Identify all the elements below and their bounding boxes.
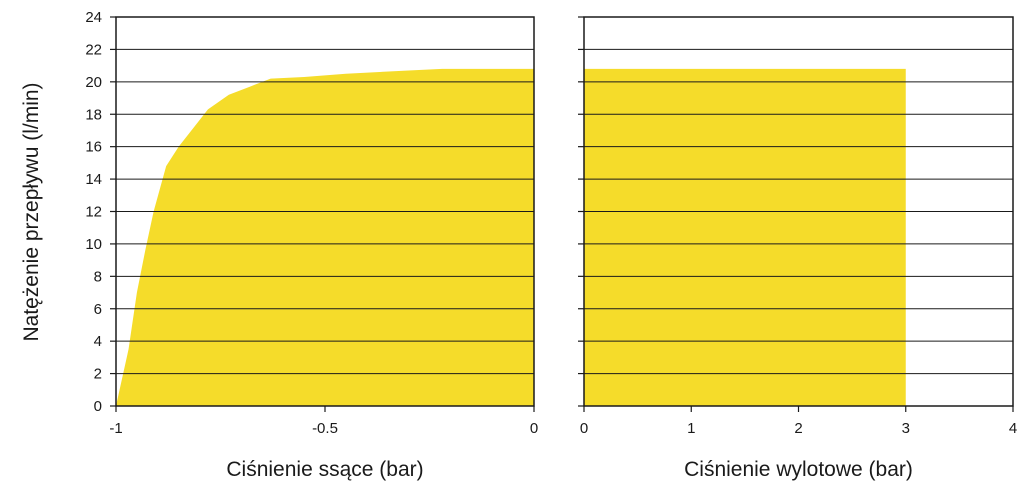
y-axis-title: Natężenie przepływu (l/min) xyxy=(20,82,43,341)
y-tick-label-10: 10 xyxy=(85,236,102,253)
x-tick-label-left--1: -1 xyxy=(109,420,122,437)
y-tick-label-18: 18 xyxy=(85,106,102,123)
x-tick-label-right-3: 3 xyxy=(902,420,910,437)
y-tick-label-20: 20 xyxy=(85,74,102,91)
y-tick-label-2: 2 xyxy=(94,366,102,383)
y-tick-label-16: 16 xyxy=(85,139,102,156)
y-tick-label-24: 24 xyxy=(85,9,102,26)
x-tick-label-left-0: 0 xyxy=(530,420,538,437)
x-axis-title-right: Ciśnienie wylotowe (bar) xyxy=(684,458,913,481)
y-tick-label-0: 0 xyxy=(94,398,102,415)
y-tick-label-4: 4 xyxy=(94,333,102,350)
x-tick-label-right-0: 0 xyxy=(580,420,588,437)
x-axis-title-left: Ciśnienie ssące (bar) xyxy=(226,458,423,481)
y-tick-label-22: 22 xyxy=(85,41,102,58)
x-tick-label-left--0.5: -0.5 xyxy=(312,420,338,437)
x-tick-label-right-4: 4 xyxy=(1009,420,1017,437)
area-series-left xyxy=(116,68,534,407)
y-tick-label-14: 14 xyxy=(85,171,102,188)
x-tick-label-right-1: 1 xyxy=(687,420,695,437)
area-series-right xyxy=(584,68,906,407)
y-tick-label-12: 12 xyxy=(85,204,102,221)
x-tick-label-right-2: 2 xyxy=(794,420,802,437)
chart-panel-right: 0 1 2 3 4 Ciśnienie wylotowe (bar) xyxy=(578,16,1017,481)
y-tick-label-6: 6 xyxy=(94,301,102,318)
y-tick-label-8: 8 xyxy=(94,268,102,285)
